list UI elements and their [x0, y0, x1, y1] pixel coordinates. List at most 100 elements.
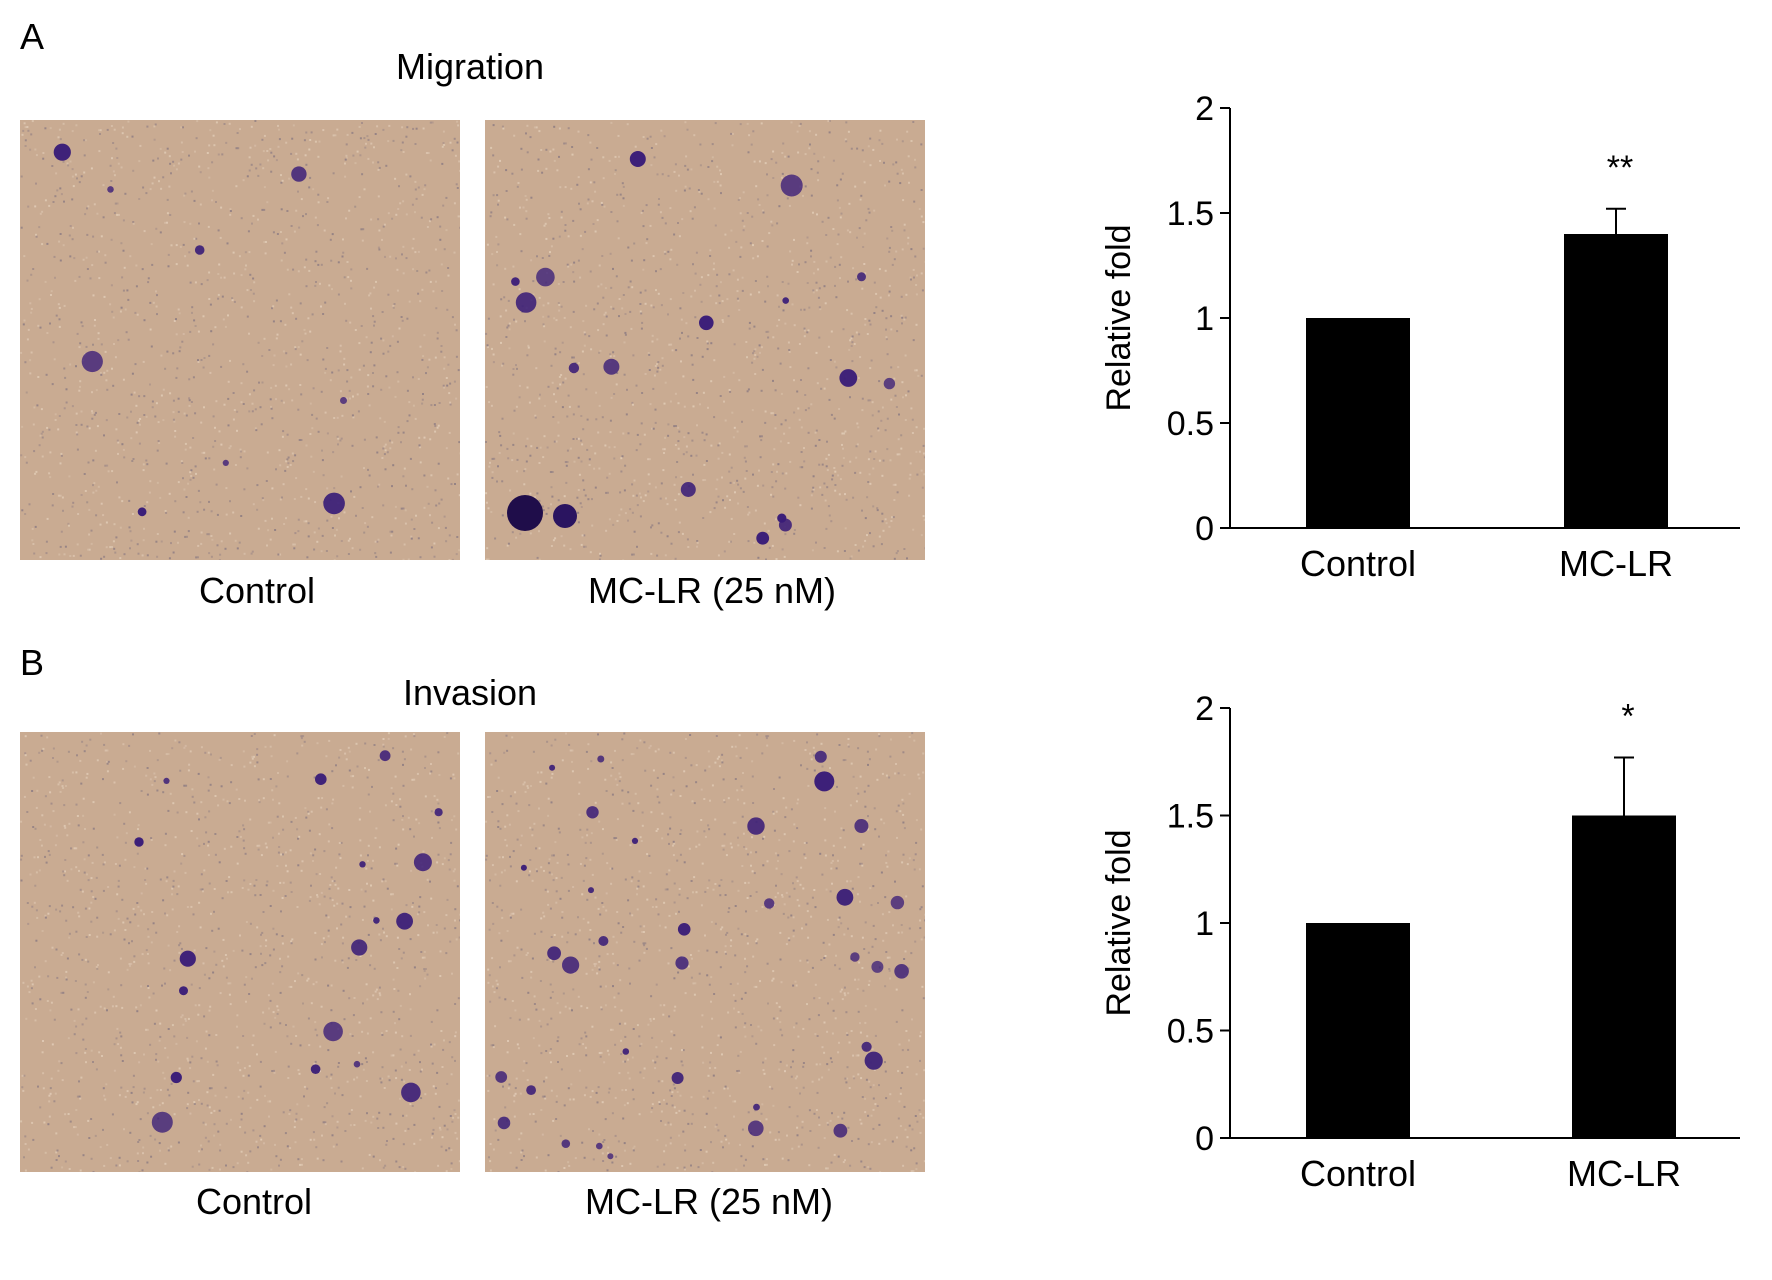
stained-cell: [675, 956, 688, 969]
stained-cell: [553, 504, 577, 528]
stained-cell: [511, 277, 520, 286]
caption-invasion-control: Control: [34, 1181, 474, 1223]
y-tick-label: 1.5: [1167, 195, 1214, 233]
stained-cell: [562, 957, 579, 974]
stained-cell: [373, 917, 380, 924]
stained-cell: [323, 493, 345, 515]
stained-cell: [498, 1117, 511, 1130]
caption-migration-control: Control: [37, 570, 477, 612]
caption-invasion-mclr: MC-LR (25 nM): [489, 1181, 929, 1223]
caption-migration-mclr: MC-LR (25 nM): [492, 570, 932, 612]
panel-b-title: Invasion: [250, 672, 690, 714]
y-tick-label: 0.5: [1167, 1013, 1214, 1051]
y-tick-label: 0: [1195, 1120, 1214, 1158]
stained-cell: [753, 1104, 760, 1111]
stained-cell: [586, 806, 598, 818]
stained-cell: [699, 316, 714, 331]
y-tick-label: 2: [1195, 90, 1214, 128]
stained-cell: [678, 923, 691, 936]
bar-mc-lr: [1572, 816, 1676, 1139]
y-tick-label: 1: [1195, 905, 1214, 943]
stained-cell: [884, 378, 895, 389]
stained-cell: [597, 756, 604, 763]
y-axis-label: Relative fold: [1100, 224, 1138, 411]
stained-cell: [865, 1052, 883, 1070]
stained-cell: [380, 750, 391, 761]
y-tick-label: 1.5: [1167, 798, 1214, 836]
stained-cell: [507, 495, 543, 531]
stained-cell: [435, 808, 443, 816]
bar-control: [1306, 923, 1410, 1138]
stained-cell: [815, 751, 827, 763]
stained-cell: [547, 946, 561, 960]
stained-cell: [630, 151, 646, 167]
stained-cell: [134, 837, 143, 846]
stained-cell: [681, 482, 696, 497]
stained-cell: [747, 817, 764, 834]
stained-cell: [854, 819, 868, 833]
stained-cell: [152, 1112, 173, 1133]
stained-cell: [756, 532, 769, 545]
stained-cell: [837, 889, 854, 906]
stained-cell: [315, 773, 327, 785]
micrograph-migration-mclr: [485, 120, 925, 560]
stained-cell: [359, 861, 365, 867]
stained-cell: [171, 1072, 182, 1083]
stained-cell: [549, 765, 555, 771]
stained-cell: [607, 1153, 613, 1159]
y-tick-label: 0: [1195, 510, 1214, 548]
stained-cell: [748, 1121, 764, 1137]
stained-cell: [598, 936, 608, 946]
stained-cell: [632, 838, 638, 844]
stained-cell: [596, 1143, 603, 1150]
y-tick-label: 2: [1195, 690, 1214, 728]
stained-cell: [850, 952, 859, 961]
stained-cell: [311, 1064, 321, 1074]
stained-cell: [179, 986, 188, 995]
stained-cell: [180, 951, 196, 967]
stained-cell: [781, 175, 803, 197]
stained-cell: [588, 887, 594, 893]
panel-a-title: Migration: [250, 46, 690, 88]
stained-cell: [138, 507, 147, 516]
x-tick-label: Control: [1300, 1153, 1416, 1194]
significance-marker: **: [1607, 149, 1633, 187]
stained-cell: [603, 359, 619, 375]
stained-cell: [562, 1139, 571, 1148]
stained-cell: [839, 369, 857, 387]
micrograph-invasion-control: [20, 732, 460, 1172]
stained-cell: [526, 1085, 536, 1095]
stained-cell: [521, 865, 527, 871]
stained-cell: [323, 1022, 343, 1042]
micrograph-invasion-mclr: [485, 732, 925, 1172]
stained-cell: [894, 964, 909, 979]
micrograph-image: [485, 732, 925, 1172]
stained-cell: [536, 268, 555, 287]
x-tick-label: MC-LR: [1559, 543, 1673, 584]
significance-marker: *: [1621, 697, 1634, 735]
stained-cell: [54, 144, 71, 161]
stained-cell: [195, 245, 205, 255]
y-axis-label: Relative fold: [1100, 829, 1138, 1016]
panel-letter-a: A: [20, 16, 44, 58]
stained-cell: [623, 1048, 630, 1055]
stained-cell: [107, 186, 114, 193]
stained-cell: [672, 1072, 684, 1084]
stained-cell: [891, 896, 904, 909]
stained-cell: [354, 1061, 361, 1068]
y-tick-label: 0.5: [1167, 405, 1214, 443]
stained-cell: [814, 771, 834, 791]
micrograph-migration-control: [20, 120, 460, 560]
bar-control: [1306, 318, 1410, 528]
stained-cell: [857, 272, 866, 281]
stained-cell: [396, 913, 413, 930]
stained-cell: [414, 853, 432, 871]
bar-mc-lr: [1564, 234, 1668, 528]
stained-cell: [291, 166, 306, 181]
stained-cell: [779, 519, 792, 532]
micrograph-image: [20, 120, 460, 560]
